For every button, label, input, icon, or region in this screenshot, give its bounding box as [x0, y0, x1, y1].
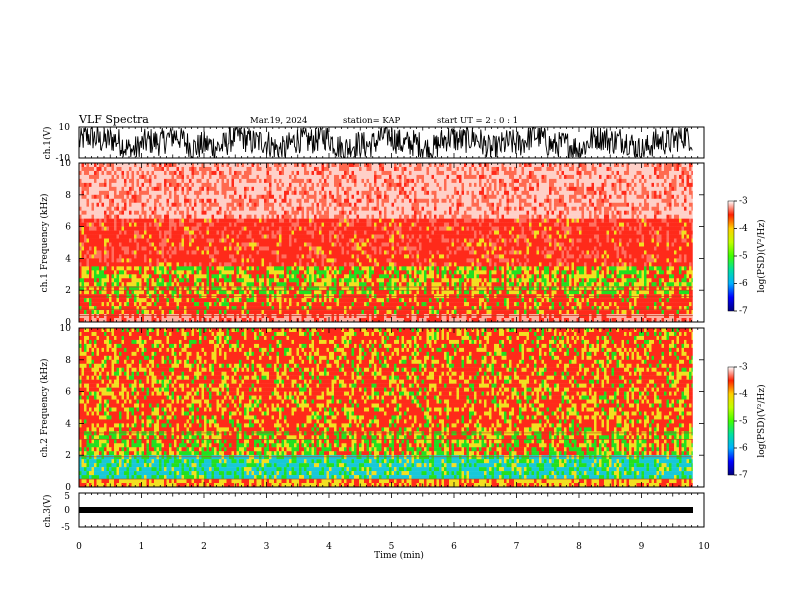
colorbar-tick-label: -4	[739, 224, 748, 234]
frequency-tick-label: 8	[65, 356, 71, 366]
colorbar-tick-label: -7	[739, 471, 748, 481]
ch2-spectrogram-panel: 10 8 6 4 2 0 ch.2 Frequency (kHz)	[39, 324, 705, 493]
colorbar-tick-label: -7	[739, 307, 748, 317]
frequency-tick-label: 8	[65, 191, 71, 201]
ch2-colorbar-scale	[727, 366, 735, 476]
ch2-channel-label: ch.2 Frequency (kHz)	[39, 359, 50, 458]
colorbar-tick-label: -6	[739, 279, 748, 289]
ch2-spectrogram-image	[79, 328, 705, 488]
time-axis-label: Time (min)	[374, 550, 424, 561]
time-tick-label: 0	[76, 542, 82, 552]
ch2-spectrogram-yticks: 10 8 6 4 2 0	[60, 324, 704, 493]
ch1-colorbar-ticks: -3 -4 -5 -6 -7	[734, 197, 748, 317]
frequency-tick-label: 10	[60, 159, 72, 169]
ch2-colorbar: -3 -4 -5 -6 -7 log(PSD)(V²/Hz)	[727, 363, 767, 481]
ch1-colorbar: -3 -4 -5 -6 -7 log(PSD)(V²/Hz)	[727, 197, 767, 317]
ch1-ytick-label: -10	[56, 154, 71, 164]
frequency-tick-label: 0	[65, 318, 71, 328]
frequency-tick-label: 4	[65, 419, 71, 429]
time-tick-label: 1	[139, 542, 145, 552]
ch1-spectrogram-ticks	[78, 163, 705, 322]
frequency-tick-label: 2	[65, 286, 71, 296]
ch1-spectrogram-image	[79, 163, 705, 323]
frequency-tick-label: 2	[65, 451, 71, 461]
ch1-colorbar-label: log(PSD)(V²/Hz)	[756, 219, 767, 292]
time-tick-label: 5	[389, 542, 395, 552]
time-tick-label: 4	[326, 542, 332, 552]
ch3-ytick-label: 0	[64, 506, 70, 516]
frequency-tick-label: 10	[60, 324, 72, 334]
ch3-waveform-trace	[79, 507, 693, 513]
colorbar-tick-label: -6	[739, 444, 748, 454]
ch3-waveform-panel: 5 0 -5 ch.3(V)	[42, 492, 705, 533]
ch1-colorbar-scale	[727, 200, 735, 312]
time-tick-label: 9	[639, 542, 645, 552]
ch3-ytick-label: -5	[61, 523, 70, 533]
figure-title: VLF Spectra	[78, 113, 149, 126]
station-label: station= KAP	[343, 116, 401, 126]
ch1-ytick-label: 10	[59, 123, 71, 133]
frequency-tick-label: 4	[65, 254, 71, 264]
start-ut-label: start UT = 2 : 0 : 1	[437, 116, 518, 126]
time-tick-label: 8	[576, 542, 582, 552]
time-tick-label: 6	[451, 542, 457, 552]
ch3-waveform-ylabel: ch.3(V)	[42, 495, 53, 528]
colorbar-tick-label: -3	[739, 197, 748, 207]
date-label: Mar.19, 2024	[250, 116, 307, 126]
frequency-tick-label: 6	[65, 388, 71, 398]
ch3-waveform-ticks	[78, 493, 705, 527]
ch2-colorbar-ticks: -3 -4 -5 -6 -7	[734, 363, 748, 481]
colorbar-tick-label: -5	[739, 417, 748, 427]
ch2-spectrogram-ticks	[78, 328, 705, 487]
ch1-channel-label: ch.1 Frequency (kHz)	[39, 194, 50, 293]
colorbar-tick-label: -3	[739, 363, 748, 373]
time-tick-label: 7	[514, 542, 520, 552]
colorbar-tick-label: -5	[739, 252, 748, 262]
frequency-tick-label: 0	[65, 483, 71, 493]
ch1-spectrogram-yticks: 10 8 6 4 2 0	[60, 159, 704, 328]
ch2-colorbar-label: log(PSD)(V²/Hz)	[756, 384, 767, 457]
ch1-waveform-ylabel: ch.1(V)	[42, 127, 53, 160]
colorbar-tick-label: -4	[739, 390, 748, 400]
ch1-waveform-ticks	[78, 127, 705, 158]
time-tick-label: 10	[698, 542, 710, 552]
frequency-tick-label: 6	[65, 223, 71, 233]
time-tick-label: 3	[264, 542, 270, 552]
ch3-ytick-label: 5	[64, 492, 70, 502]
time-axis-tick-labels: 0 1 2 3 4 5 6 7 8 9 10	[76, 542, 710, 552]
time-tick-label: 2	[201, 542, 207, 552]
ch1-spectrogram-panel: 10 8 6 4 2 0 ch.1 Frequency (kHz)	[39, 159, 705, 328]
ch1-waveform-panel: 10 -10 ch.1(V)	[42, 123, 705, 164]
